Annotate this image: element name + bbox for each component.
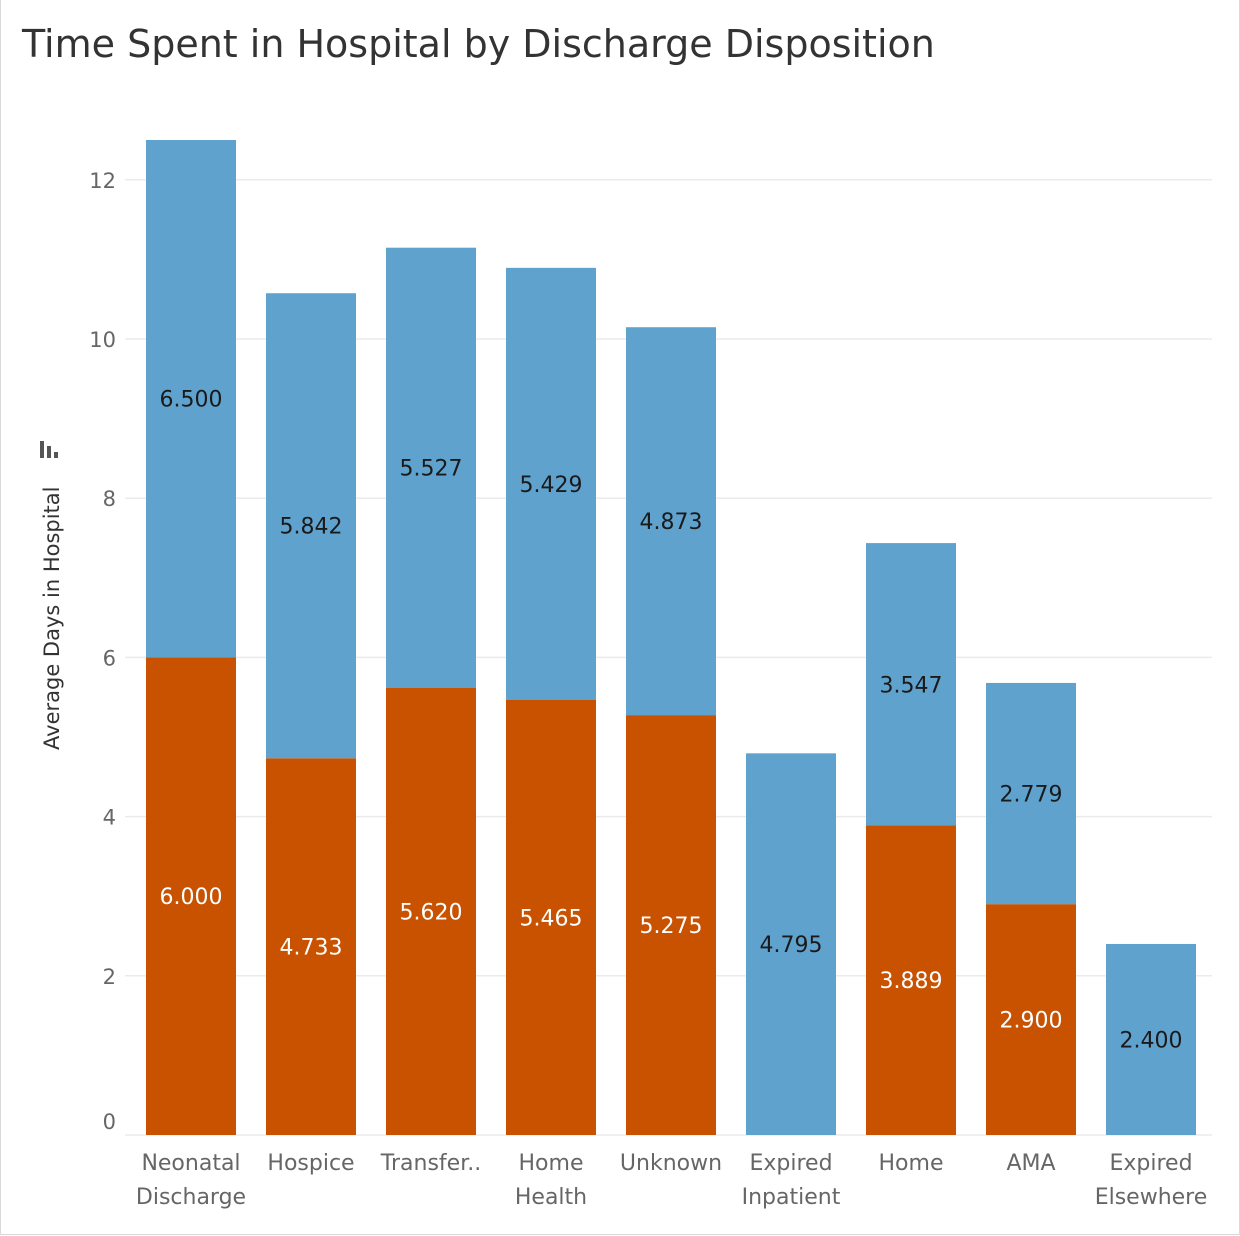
chart-title: Time Spent in Hospital by Discharge Disp… [22,22,935,66]
bar-segment [146,657,236,1135]
x-category-label: Expired [1109,1151,1192,1176]
y-tick-label: 12 [89,169,116,193]
data-label: 5.465 [520,906,583,931]
x-category-label: Health [515,1185,587,1210]
bar-segment [986,904,1076,1135]
bar-segment [1106,943,1196,1135]
sort-icon[interactable] [40,441,58,458]
data-label: 4.733 [280,936,343,961]
y-tick-label: 6 [103,646,116,670]
y-tick-label: 0 [103,1110,116,1134]
data-label: 3.889 [880,969,943,994]
data-label: 5.527 [400,457,463,482]
data-label: 2.400 [1120,1028,1183,1053]
x-category-label: Discharge [136,1185,246,1210]
x-category-label: AMA [1006,1151,1055,1176]
y-tick-label: 8 [103,487,116,511]
y-axis-title-group: Average Days in Hospital [40,441,64,750]
data-label: 4.795 [760,933,823,958]
x-category-label: Neonatal [141,1151,240,1176]
data-label: 5.429 [520,473,583,498]
y-axis-title: Average Days in Hospital [40,487,64,751]
x-category-label: Transfer.. [380,1151,481,1176]
x-category-label: Home [519,1151,584,1176]
data-label: 5.275 [640,914,703,939]
x-category-label: Hospice [267,1151,354,1176]
x-category-label: Elsewhere [1095,1185,1208,1210]
data-label: 5.842 [280,515,343,540]
bars [146,140,1196,1135]
data-label: 6.500 [160,388,223,413]
data-label: 2.779 [1000,783,1063,808]
x-axis-categories: Neonatal Discharge Hospice Transfer.. Home He… [136,1151,1207,1210]
y-tick-label: 2 [103,965,116,989]
data-label: 3.547 [880,673,943,698]
y-tick-label: 4 [103,806,116,830]
bar-segment [626,327,716,716]
bar-segment [866,825,956,1135]
bar-segment [746,753,836,1135]
data-label: 5.620 [400,900,463,925]
y-axis-ticks: 0 2 4 6 8 10 12 [89,169,116,1134]
x-category-label: Home [879,1151,944,1176]
bar-segment [146,140,236,658]
bar-segment [506,699,596,1135]
data-label: 4.873 [640,510,703,535]
y-tick-label: 10 [89,328,116,352]
data-label: 2.900 [1000,1009,1063,1034]
bar-segment [506,267,596,700]
x-category-label: Expired [749,1151,832,1176]
x-category-label: Inpatient [742,1185,841,1210]
data-label: 6.000 [160,885,223,910]
bar-segment [626,715,716,1135]
bar-segment [266,758,356,1135]
x-category-label: Unknown [620,1151,722,1176]
bar-segment [866,543,956,826]
bar-segment [386,687,476,1135]
bar-segment [266,293,356,759]
bar-segment [386,247,476,688]
data-labels: 6.000 6.500 4.733 5.842 5.620 5.527 5.465 5.429… [160,388,1183,1054]
bar-segment [986,682,1076,905]
